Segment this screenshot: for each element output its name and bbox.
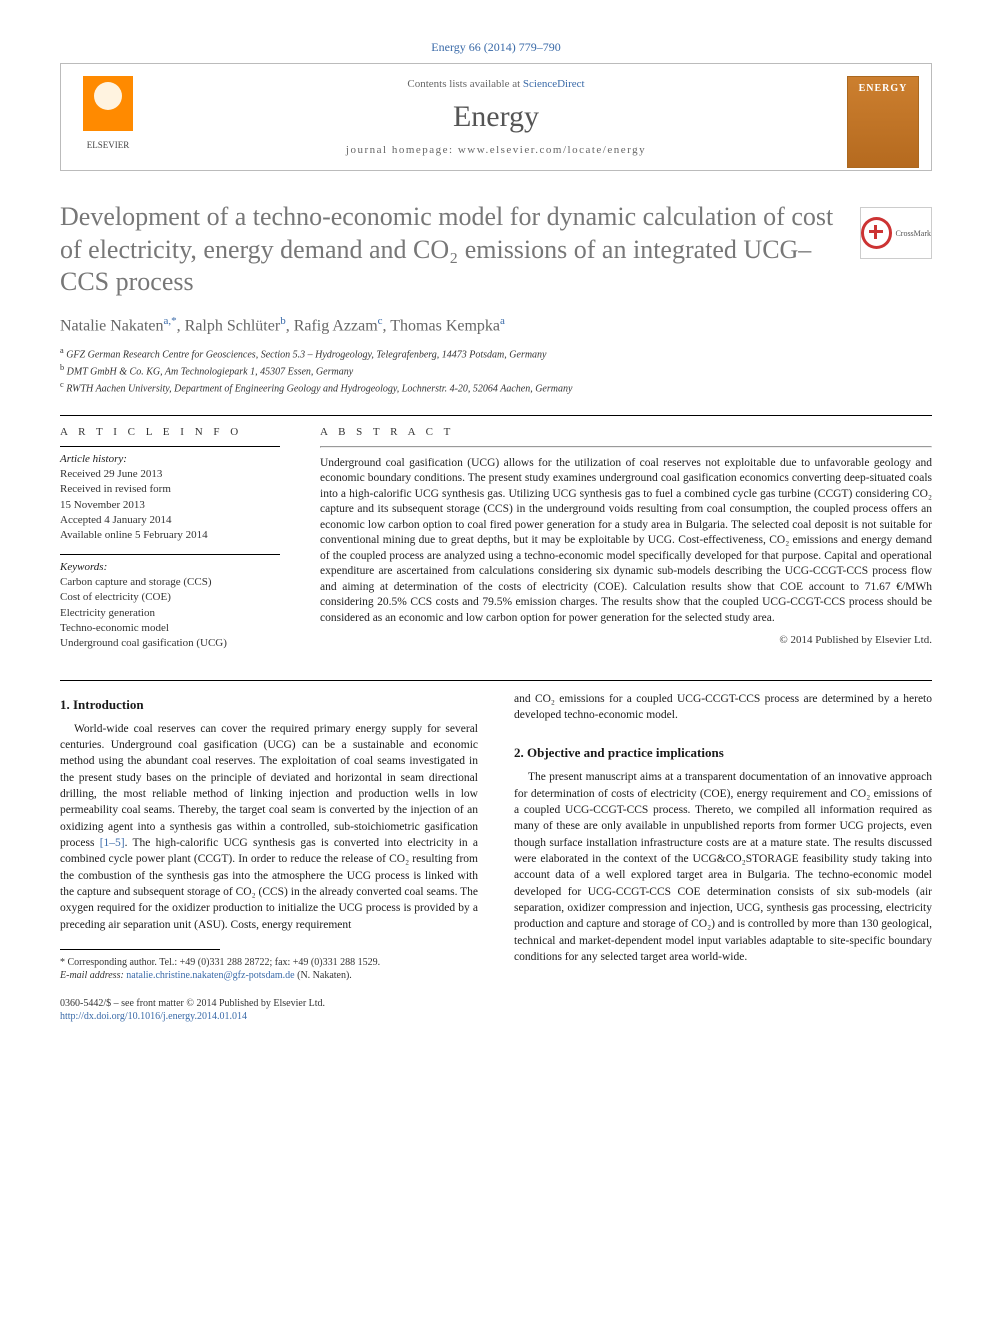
author-mark: a,* [164,315,177,327]
affiliation: b DMT GmbH & Co. KG, Am Technologiepark … [60,362,932,379]
doi-link[interactable]: http://dx.doi.org/10.1016/j.energy.2014.… [60,1010,478,1024]
divider [320,446,932,448]
author: Natalie Nakaten [60,317,164,334]
citation: Energy 66 (2014) 779–790 [60,40,932,55]
history-label: Article history: [60,453,280,465]
contents-line: Contents lists available at ScienceDirec… [181,78,811,90]
sciencedirect-link[interactable]: ScienceDirect [523,78,585,90]
footnote-rule [60,949,220,950]
abstract-head: A B S T R A C T [320,426,932,438]
tree-icon [83,76,133,131]
corresponding-author: * Corresponding author. Tel.: +49 (0)331… [60,956,478,983]
issn-line: 0360-5442/$ – see front matter © 2014 Pu… [60,997,478,1011]
issn-doi: 0360-5442/$ – see front matter © 2014 Pu… [60,997,478,1024]
journal-name: Energy [181,100,811,134]
elsevier-logo: ELSEVIER [73,76,143,156]
affiliation: a GFZ German Research Centre for Geoscie… [60,345,932,362]
journal-homepage[interactable]: journal homepage: www.elsevier.com/locat… [181,144,811,156]
affiliation: c RWTH Aachen University, Department of … [60,379,932,396]
crossmark-badge[interactable]: CrossMark [860,207,932,259]
section-heading: 2. Objective and practice implications [514,745,932,761]
keywords-label: Keywords: [60,561,280,573]
article-title: Development of a techno-economic model f… [60,201,842,299]
journal-cover-thumb: ENERGY [847,76,919,168]
section-heading: 1. Introduction [60,697,478,713]
email-link[interactable]: natalie.christine.nakaten@gfz-potsdam.de [126,970,294,981]
elsevier-label: ELSEVIER [73,140,143,150]
body-columns: 1. Introduction World-wide coal reserves… [60,691,932,1024]
history-text: Received 29 June 2013 Received in revise… [60,467,280,544]
copyright: © 2014 Published by Elsevier Ltd. [320,634,932,646]
body-paragraph: and CO₂ emissions for a coupled UCG-CCGT… [514,691,932,724]
authors: Natalie Nakatena,*, Ralph Schlüterb, Raf… [60,315,932,335]
article-info: A R T I C L E I N F O Article history: R… [60,426,280,652]
email-label: E-mail address: [60,970,124,981]
email-suffix: (N. Nakaten). [297,970,352,981]
crossmark-icon [861,217,892,249]
abstract-text: Underground coal gasification (UCG) allo… [320,456,932,627]
author-mark: c [378,315,383,327]
article-info-head: A R T I C L E I N F O [60,426,280,438]
divider [60,680,932,681]
journal-header: ELSEVIER ENERGY Contents lists available… [60,63,932,171]
column-right: and CO₂ emissions for a coupled UCG-CCGT… [514,691,932,1024]
author-mark: a [500,315,505,327]
abstract: A B S T R A C T Underground coal gasific… [320,426,932,652]
author: Ralph Schlüter [185,317,281,334]
column-left: 1. Introduction World-wide coal reserves… [60,691,478,1024]
title-block: Development of a techno-economic model f… [60,201,932,299]
corr-line: * Corresponding author. Tel.: +49 (0)331… [60,956,478,970]
author: Rafig Azzam [294,317,378,334]
page: Energy 66 (2014) 779–790 ELSEVIER ENERGY… [0,0,992,1074]
divider [60,446,280,447]
affiliations: a GFZ German Research Centre for Geoscie… [60,345,932,397]
body-paragraph: The present manuscript aims at a transpa… [514,769,932,965]
body-paragraph: World-wide coal reserves can cover the r… [60,721,478,933]
divider [60,554,280,555]
crossmark-label: CrossMark [895,229,931,238]
contents-prefix: Contents lists available at [407,78,522,90]
author-mark: b [280,315,286,327]
cover-label: ENERGY [848,77,918,94]
info-abstract-row: A R T I C L E I N F O Article history: R… [60,426,932,652]
keywords-text: Carbon capture and storage (CCS) Cost of… [60,575,280,652]
divider [60,415,932,416]
citation-ref[interactable]: [1–5] [100,837,125,849]
author: Thomas Kempka [390,317,500,334]
